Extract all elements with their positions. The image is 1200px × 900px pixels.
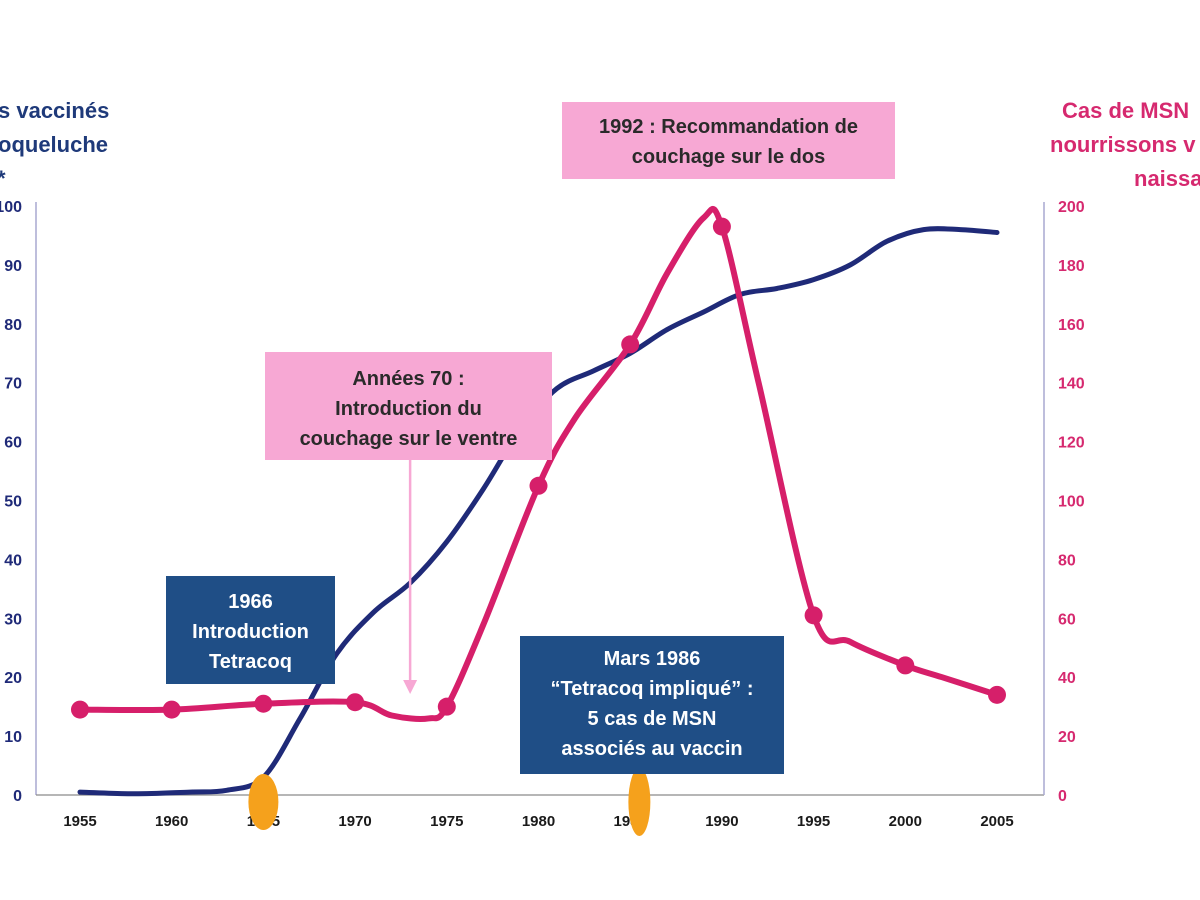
y-right-tick-label: 0	[1058, 788, 1067, 805]
y-right-tick-label: 120	[1058, 435, 1085, 452]
x-tick-label: 1960	[155, 813, 188, 830]
annotation-years-70-line-3: couchage sur le ventre	[299, 428, 518, 450]
y-left-tick-label: 70	[4, 376, 22, 393]
y-left-tick-label: 50	[4, 494, 22, 511]
msn-data-point	[437, 697, 456, 716]
y-right-tick-label: 140	[1058, 376, 1085, 393]
x-tick-label: 1955	[63, 813, 96, 830]
chart-axes: 0 10 20 30 40 50 60 70 80 90 100 0 20 40 60 80 100 120 140…	[0, 199, 1085, 830]
y-right-tick-label: 100	[1058, 494, 1085, 511]
y-right-tick-label: 200	[1058, 199, 1085, 216]
msn-data-point	[896, 656, 915, 675]
annotation-arrow-head	[403, 680, 418, 694]
x-tick-label: 1980	[522, 813, 555, 830]
chart-event-marks	[248, 460, 651, 836]
y-right-tick-label: 180	[1058, 258, 1085, 275]
msn-data-point	[254, 694, 273, 713]
annotation-years-70: Années 70 : Introduction du couchage sur…	[265, 352, 552, 460]
annotation-1966-line-2: Introduction	[192, 621, 309, 643]
annotation-1966: 1966 Introduction Tetracoq	[166, 576, 335, 684]
x-tick-label: 2005	[980, 813, 1013, 830]
y-left-tick-label: 60	[4, 435, 22, 452]
y-left-tick-label: 80	[4, 317, 22, 334]
msn-data-point	[988, 685, 1006, 704]
annotation-1986-line-2: “Tetracoq impliqué” :	[550, 678, 754, 700]
annotation-1986-line-4: associés au vaccin	[561, 738, 743, 760]
x-tick-label: 1990	[705, 813, 738, 830]
event-marker	[248, 774, 279, 830]
x-tick-label: 1970	[338, 813, 371, 830]
msn-data-point	[346, 693, 365, 712]
right-axis-title-line-3: naissa	[1134, 166, 1200, 191]
right-axis-title-line-1: Cas de MSN	[1062, 98, 1190, 123]
x-tick-label: 1995	[797, 813, 830, 830]
annotation-1986: Mars 1986 “Tetracoq impliqué” : 5 cas de…	[520, 636, 784, 774]
left-axis-title-line-2: oqueluche	[0, 132, 109, 157]
left-axis-title: s vaccinés oqueluche *	[0, 94, 140, 196]
x-tick-label: 2000	[889, 813, 922, 830]
y-left-tick-label: 30	[4, 611, 22, 628]
y-left-tick-label: 100	[0, 199, 22, 216]
right-axis-title-line-2: nourrissons v	[1050, 132, 1196, 157]
msn-data-point	[529, 476, 548, 495]
event-marker	[628, 768, 651, 836]
annotation-1966-line-1: 1966	[228, 591, 273, 613]
right-axis-title: Cas de MSN nourrissons v naissa	[1050, 94, 1200, 196]
msn-data-point	[804, 606, 823, 625]
y-right-tick-label: 20	[1058, 729, 1076, 746]
msn-data-point	[621, 335, 640, 354]
left-axis-title-line-1: s vaccinés	[0, 98, 110, 123]
left-axis-title-line-3: *	[0, 162, 140, 196]
annotation-1992-line-1: 1992 : Recommandation de	[599, 116, 858, 138]
msn-data-point	[712, 217, 731, 236]
annotation-1986-line-3: 5 cas de MSN	[587, 708, 717, 730]
y-right-tick-label: 60	[1058, 611, 1076, 628]
annotation-years-70-line-2: Introduction du	[335, 398, 482, 420]
y-right-tick-label: 40	[1058, 670, 1076, 687]
annotation-years-70-line-1: Années 70 :	[352, 368, 465, 390]
annotation-1992-line-2: couchage sur le dos	[631, 146, 826, 168]
annotation-1992: 1992 : Recommandation de couchage sur le…	[562, 102, 895, 179]
annotation-1966-line-3: Tetracoq	[209, 651, 292, 673]
y-left-tick-label: 90	[4, 258, 22, 275]
y-left-tick-label: 20	[4, 670, 22, 687]
msn-data-point	[71, 700, 89, 719]
y-left-tick-label: 10	[4, 729, 22, 746]
annotation-1986-line-1: Mars 1986	[603, 648, 701, 670]
msn-data-point	[162, 700, 181, 719]
y-right-tick-label: 160	[1058, 317, 1085, 334]
x-tick-label: 1975	[430, 813, 463, 830]
y-left-tick-label: 0	[13, 788, 22, 805]
y-left-tick-label: 40	[4, 552, 22, 569]
y-right-tick-label: 80	[1058, 552, 1076, 569]
